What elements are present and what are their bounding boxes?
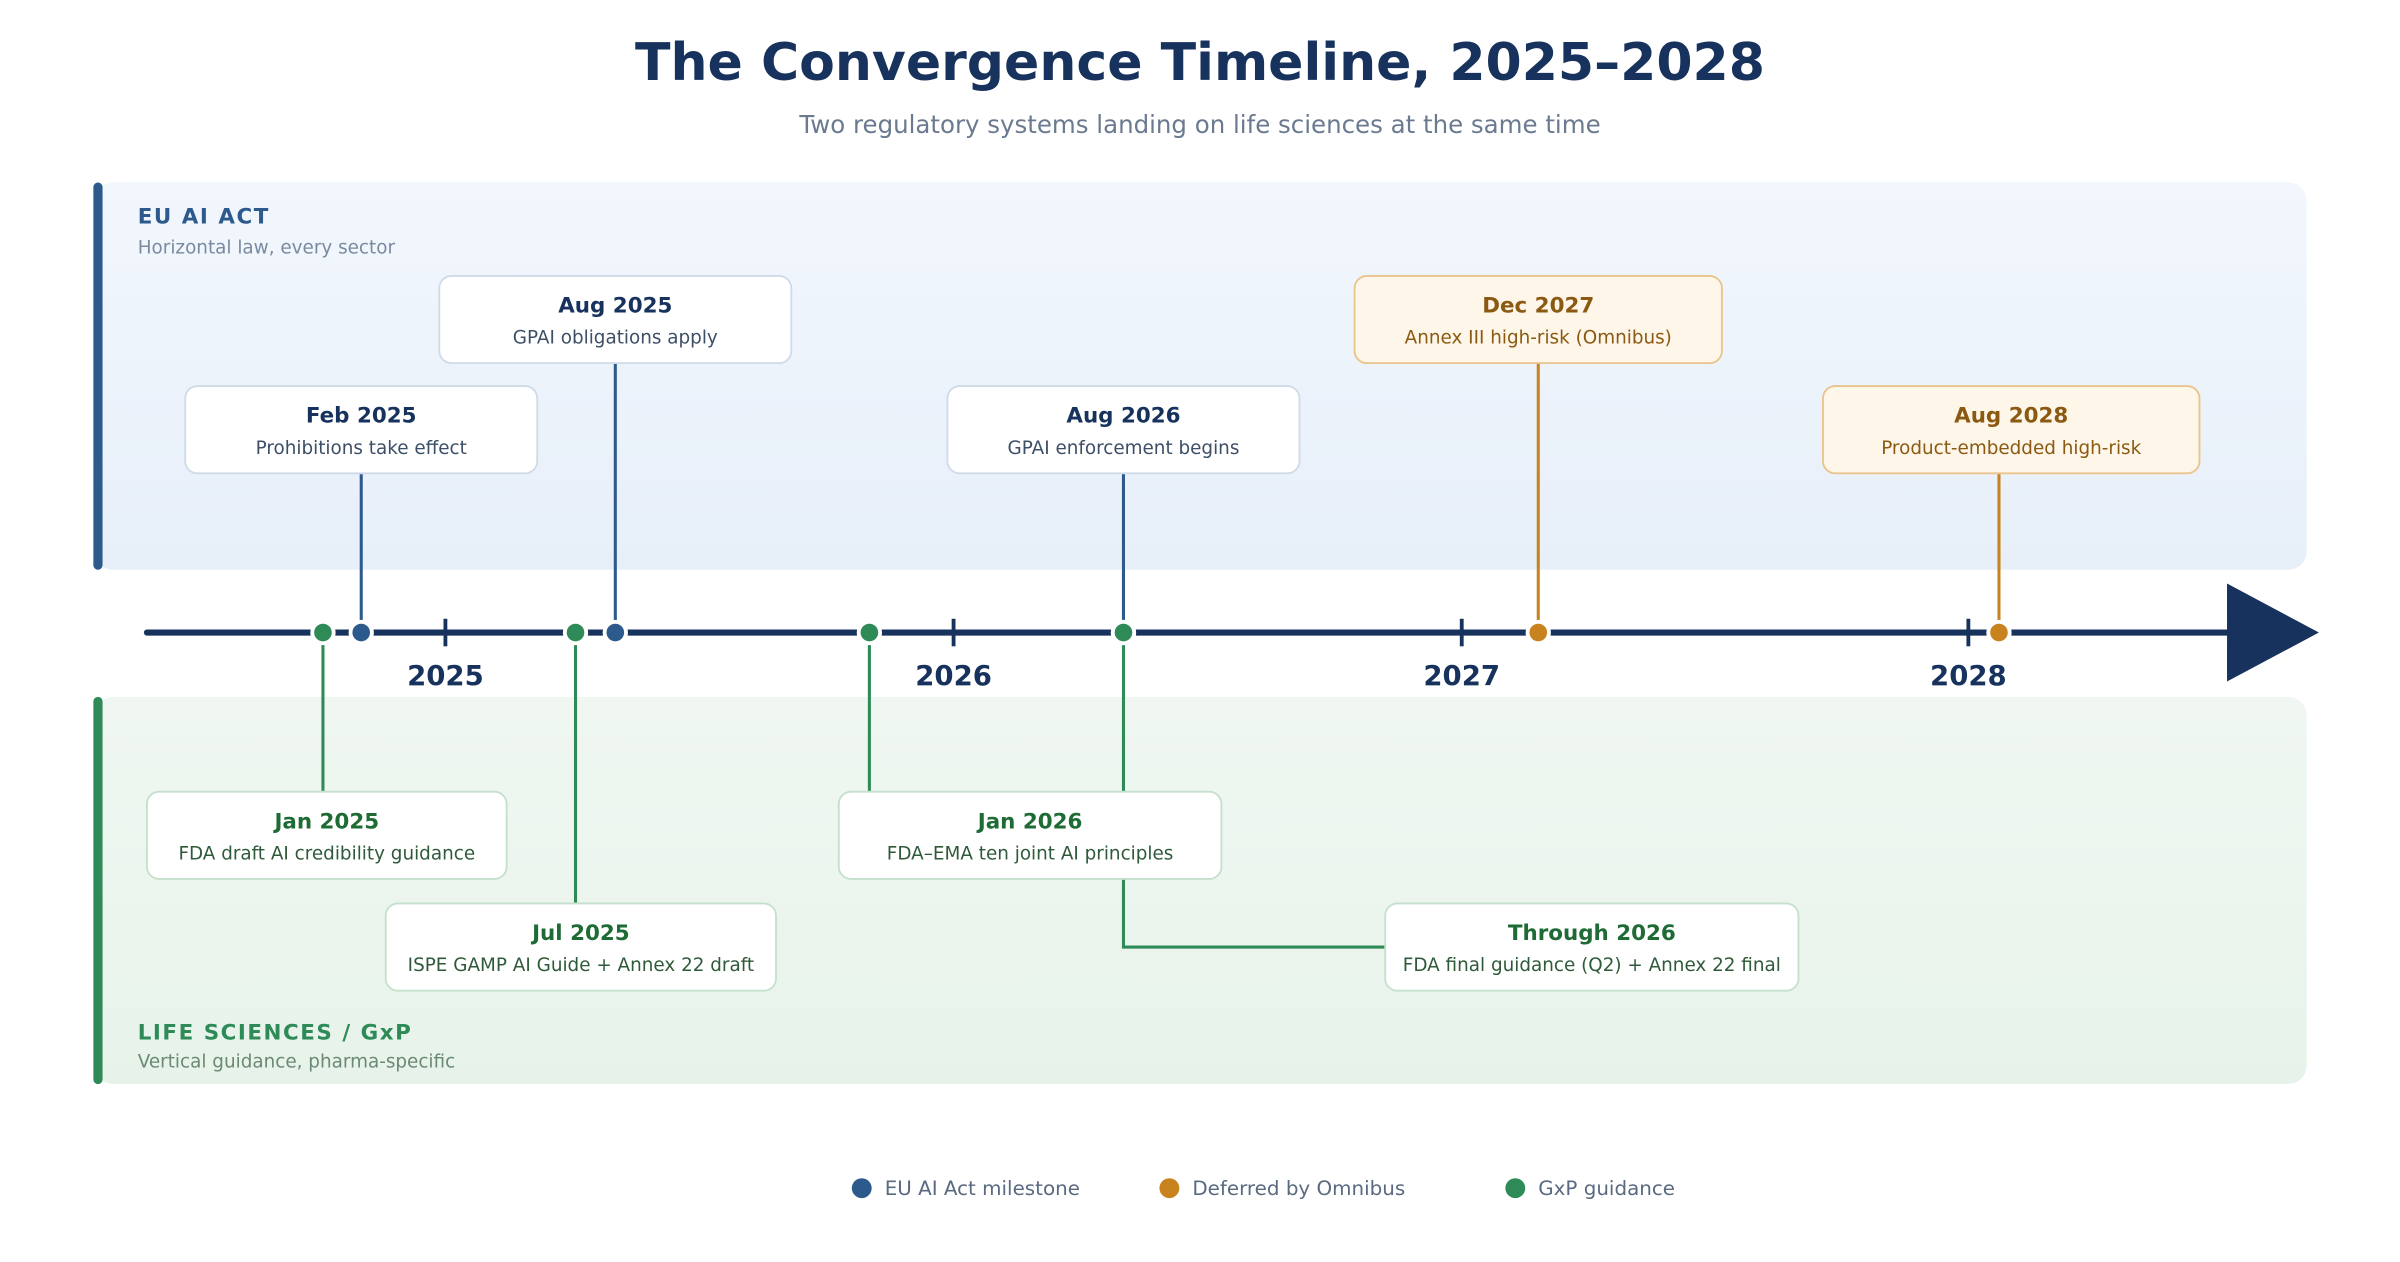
- event-card: [438, 274, 793, 365]
- legend-label: Deferred by Omnibus: [1192, 1177, 1405, 1200]
- event-date: Through 2026: [1508, 921, 1676, 946]
- event-date: Aug 2025: [558, 294, 672, 319]
- lane-sublabel: Horizontal law, every sector: [138, 237, 396, 258]
- year-label: 2025: [407, 660, 484, 692]
- legend-swatch: [1505, 1178, 1526, 1199]
- eu-lane-bar: [93, 182, 103, 570]
- legend-swatch: [1159, 1178, 1180, 1199]
- event-dot: [1986, 619, 2012, 646]
- event-card: [1384, 902, 1800, 992]
- event-card: [946, 385, 1301, 475]
- event-description: GPAI obligations apply: [513, 328, 718, 349]
- event-card: [146, 790, 508, 880]
- lane-label: LIFE SCIENCES / GxP: [138, 1021, 413, 1046]
- eu-lane: [94, 182, 2307, 570]
- legend-label: GxP guidance: [1538, 1177, 1675, 1200]
- year-label: 2028: [1930, 660, 2007, 692]
- event-date: Jul 2025: [530, 921, 630, 946]
- event-card: [1822, 385, 2201, 475]
- event-date: Aug 2028: [1954, 404, 2068, 429]
- event-date: Jan 2025: [272, 809, 379, 834]
- event-description: Annex III high-risk (Omnibus): [1405, 328, 1672, 349]
- event-date: Jan 2026: [976, 809, 1083, 834]
- event-description: FDA–EMA ten joint AI principles: [887, 843, 1174, 864]
- year-label: 2026: [915, 660, 992, 692]
- event-description: ISPE GAMP AI Guide + Annex 22 draft: [408, 955, 754, 976]
- event-dot: [602, 619, 628, 646]
- event-card: [184, 385, 539, 475]
- event-dot: [562, 619, 589, 646]
- event-card: [1353, 274, 1723, 365]
- lane-sublabel: Vertical guidance, pharma-specific: [138, 1052, 455, 1073]
- event-dot: [1525, 619, 1551, 646]
- connector: [1121, 632, 1386, 949]
- lane-label: EU AI ACT: [138, 205, 270, 230]
- legend-swatch: [851, 1178, 872, 1199]
- event-dot: [1110, 619, 1137, 646]
- axis-arrow: [2227, 583, 2319, 682]
- event-description: Prohibitions take effect: [256, 438, 467, 459]
- event-date: Dec 2027: [1482, 294, 1594, 319]
- event-card: [837, 790, 1223, 880]
- year-label: 2027: [1423, 660, 1500, 692]
- legend-label: EU AI Act milestone: [885, 1177, 1080, 1200]
- subtitle: Two regulatory systems landing on life s…: [798, 110, 1600, 139]
- event-description: FDA final guidance (Q2) + Annex 22 final: [1403, 955, 1781, 976]
- title: The Convergence Timeline, 2025–2028: [635, 33, 1765, 93]
- gxp-lane: [94, 696, 2307, 1085]
- event-date: Aug 2026: [1066, 404, 1180, 429]
- event-description: GPAI enforcement begins: [1008, 438, 1240, 459]
- event-dot: [348, 619, 374, 646]
- gxp-lane-bar: [93, 696, 103, 1085]
- event-card: [384, 902, 777, 992]
- event-date: Feb 2025: [306, 404, 417, 429]
- event-dot: [310, 619, 336, 646]
- event-description: FDA draft AI credibility guidance: [178, 843, 475, 864]
- event-dot: [856, 619, 883, 646]
- event-description: Product-embedded high-risk: [1881, 438, 2141, 459]
